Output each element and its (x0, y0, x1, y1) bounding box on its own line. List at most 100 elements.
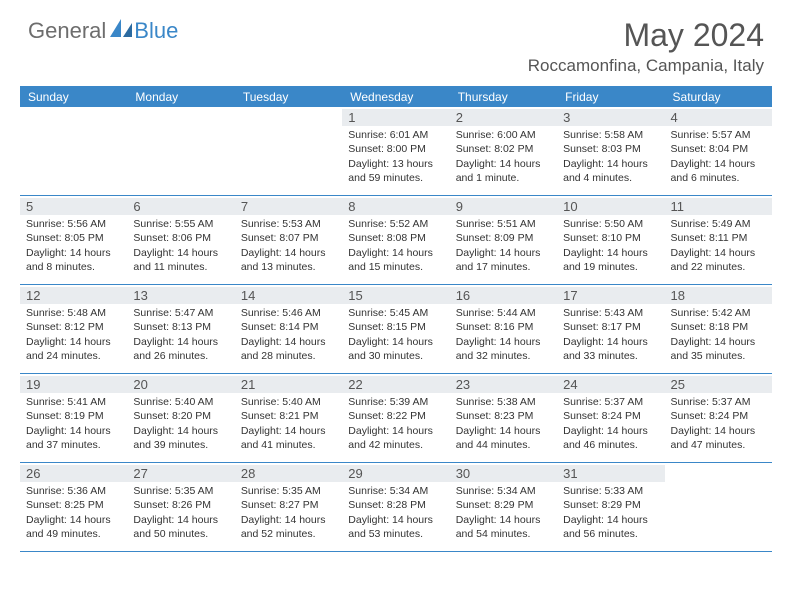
week-row: 19Sunrise: 5:41 AMSunset: 8:19 PMDayligh… (20, 374, 772, 463)
day-cell: 28Sunrise: 5:35 AMSunset: 8:27 PMDayligh… (235, 463, 342, 551)
day-cell: 1Sunrise: 6:01 AMSunset: 8:00 PMDaylight… (342, 107, 449, 195)
sunset-line: Sunset: 8:06 PM (133, 231, 228, 245)
day-number: 2 (450, 109, 557, 126)
day-cell: 25Sunrise: 5:37 AMSunset: 8:24 PMDayligh… (665, 374, 772, 462)
sunset-line: Sunset: 8:03 PM (563, 142, 658, 156)
logo: General Blue (28, 18, 178, 44)
sunset-line: Sunset: 8:14 PM (241, 320, 336, 334)
sunrise-line: Sunrise: 5:39 AM (348, 395, 443, 409)
day-cell: 8Sunrise: 5:52 AMSunset: 8:08 PMDaylight… (342, 196, 449, 284)
daylight-line: Daylight: 14 hours and 22 minutes. (671, 246, 766, 274)
sunrise-line: Sunrise: 5:40 AM (241, 395, 336, 409)
day-cell: 26Sunrise: 5:36 AMSunset: 8:25 PMDayligh… (20, 463, 127, 551)
calendar: SundayMondayTuesdayWednesdayThursdayFrid… (20, 86, 772, 552)
sunrise-line: Sunrise: 5:43 AM (563, 306, 658, 320)
day-cell (127, 107, 234, 195)
day-cell: 10Sunrise: 5:50 AMSunset: 8:10 PMDayligh… (557, 196, 664, 284)
day-number: 9 (450, 198, 557, 215)
week-row: 5Sunrise: 5:56 AMSunset: 8:05 PMDaylight… (20, 196, 772, 285)
day-cell: 19Sunrise: 5:41 AMSunset: 8:19 PMDayligh… (20, 374, 127, 462)
daylight-line: Daylight: 14 hours and 44 minutes. (456, 424, 551, 452)
day-cell (20, 107, 127, 195)
title-block: May 2024 Roccamonfina, Campania, Italy (528, 18, 764, 76)
sunset-line: Sunset: 8:10 PM (563, 231, 658, 245)
daylight-line: Daylight: 14 hours and 50 minutes. (133, 513, 228, 541)
sunset-line: Sunset: 8:08 PM (348, 231, 443, 245)
sunrise-line: Sunrise: 5:51 AM (456, 217, 551, 231)
sunrise-line: Sunrise: 5:35 AM (133, 484, 228, 498)
daylight-line: Daylight: 14 hours and 56 minutes. (563, 513, 658, 541)
sunset-line: Sunset: 8:15 PM (348, 320, 443, 334)
day-cell: 24Sunrise: 5:37 AMSunset: 8:24 PMDayligh… (557, 374, 664, 462)
day-cell: 13Sunrise: 5:47 AMSunset: 8:13 PMDayligh… (127, 285, 234, 373)
day-number: 13 (127, 287, 234, 304)
sunrise-line: Sunrise: 6:01 AM (348, 128, 443, 142)
sunrise-line: Sunrise: 5:56 AM (26, 217, 121, 231)
sunrise-line: Sunrise: 5:35 AM (241, 484, 336, 498)
day-number: 8 (342, 198, 449, 215)
sunset-line: Sunset: 8:22 PM (348, 409, 443, 423)
day-number: 21 (235, 376, 342, 393)
month-title: May 2024 (528, 18, 764, 53)
sunrise-line: Sunrise: 5:58 AM (563, 128, 658, 142)
sunset-line: Sunset: 8:09 PM (456, 231, 551, 245)
sunrise-line: Sunrise: 5:48 AM (26, 306, 121, 320)
sunset-line: Sunset: 8:17 PM (563, 320, 658, 334)
day-number: 4 (665, 109, 772, 126)
day-cell: 31Sunrise: 5:33 AMSunset: 8:29 PMDayligh… (557, 463, 664, 551)
day-number: 24 (557, 376, 664, 393)
daylight-line: Daylight: 14 hours and 6 minutes. (671, 157, 766, 185)
day-cell: 12Sunrise: 5:48 AMSunset: 8:12 PMDayligh… (20, 285, 127, 373)
sunrise-line: Sunrise: 5:57 AM (671, 128, 766, 142)
daylight-line: Daylight: 14 hours and 13 minutes. (241, 246, 336, 274)
daylight-line: Daylight: 14 hours and 17 minutes. (456, 246, 551, 274)
dow-header-cell: Friday (557, 87, 664, 107)
sunrise-line: Sunrise: 5:36 AM (26, 484, 121, 498)
day-number: 20 (127, 376, 234, 393)
daylight-line: Daylight: 14 hours and 28 minutes. (241, 335, 336, 363)
sunset-line: Sunset: 8:24 PM (671, 409, 766, 423)
daylight-line: Daylight: 14 hours and 53 minutes. (348, 513, 443, 541)
daylight-line: Daylight: 14 hours and 54 minutes. (456, 513, 551, 541)
daylight-line: Daylight: 14 hours and 19 minutes. (563, 246, 658, 274)
day-number: 28 (235, 465, 342, 482)
dow-header-row: SundayMondayTuesdayWednesdayThursdayFrid… (20, 87, 772, 107)
sunrise-line: Sunrise: 5:33 AM (563, 484, 658, 498)
day-number: 25 (665, 376, 772, 393)
sunset-line: Sunset: 8:16 PM (456, 320, 551, 334)
sunset-line: Sunset: 8:00 PM (348, 142, 443, 156)
daylight-line: Daylight: 14 hours and 1 minute. (456, 157, 551, 185)
sunrise-line: Sunrise: 5:50 AM (563, 217, 658, 231)
sunrise-line: Sunrise: 5:49 AM (671, 217, 766, 231)
day-number: 12 (20, 287, 127, 304)
daylight-line: Daylight: 14 hours and 30 minutes. (348, 335, 443, 363)
sunrise-line: Sunrise: 5:44 AM (456, 306, 551, 320)
sunrise-line: Sunrise: 5:45 AM (348, 306, 443, 320)
day-number: 18 (665, 287, 772, 304)
location-subtitle: Roccamonfina, Campania, Italy (528, 56, 764, 76)
day-cell: 14Sunrise: 5:46 AMSunset: 8:14 PMDayligh… (235, 285, 342, 373)
daylight-line: Daylight: 14 hours and 33 minutes. (563, 335, 658, 363)
day-number: 14 (235, 287, 342, 304)
sunrise-line: Sunrise: 5:52 AM (348, 217, 443, 231)
day-number: 30 (450, 465, 557, 482)
logo-text-general: General (28, 18, 106, 44)
sunrise-line: Sunrise: 5:34 AM (456, 484, 551, 498)
day-number: 7 (235, 198, 342, 215)
sunset-line: Sunset: 8:07 PM (241, 231, 336, 245)
day-number: 19 (20, 376, 127, 393)
sunrise-line: Sunrise: 6:00 AM (456, 128, 551, 142)
daylight-line: Daylight: 14 hours and 35 minutes. (671, 335, 766, 363)
sunset-line: Sunset: 8:12 PM (26, 320, 121, 334)
day-cell: 23Sunrise: 5:38 AMSunset: 8:23 PMDayligh… (450, 374, 557, 462)
logo-text-blue: Blue (134, 18, 178, 44)
day-number: 26 (20, 465, 127, 482)
day-number: 1 (342, 109, 449, 126)
day-number: 5 (20, 198, 127, 215)
day-cell: 20Sunrise: 5:40 AMSunset: 8:20 PMDayligh… (127, 374, 234, 462)
sunrise-line: Sunrise: 5:40 AM (133, 395, 228, 409)
day-number: 6 (127, 198, 234, 215)
day-number: 27 (127, 465, 234, 482)
day-cell: 15Sunrise: 5:45 AMSunset: 8:15 PMDayligh… (342, 285, 449, 373)
dow-header-cell: Sunday (20, 87, 127, 107)
